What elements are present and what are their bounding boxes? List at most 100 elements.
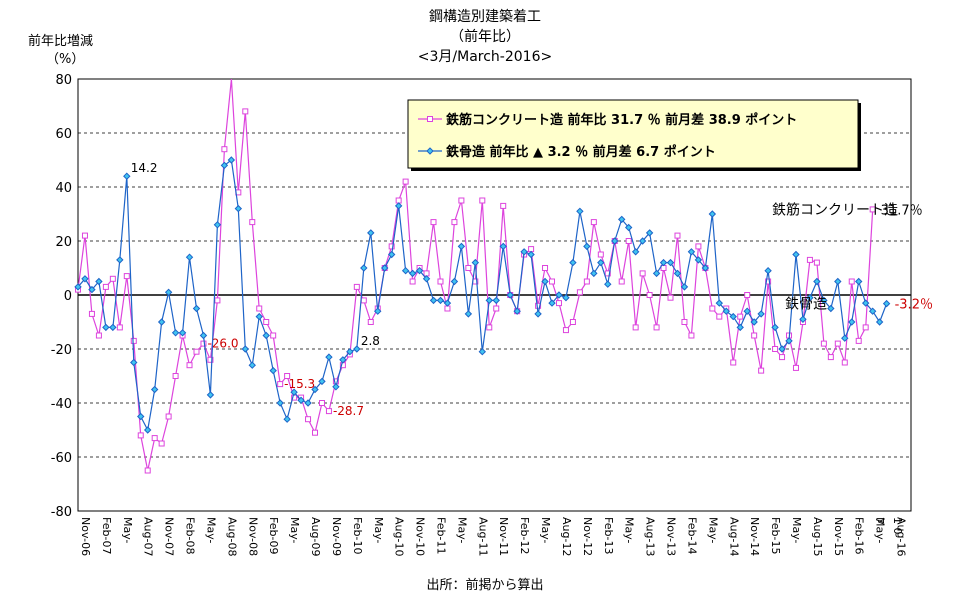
data-point: [81, 232, 88, 239]
data-point: [479, 197, 486, 204]
data-point: [360, 297, 367, 304]
series-steel: 14.2 2.8 -3.2％ 鉄骨造: [74, 156, 933, 434]
data-point: [688, 332, 695, 339]
data-point: [590, 269, 598, 278]
x-tick-label: May-: [874, 517, 887, 544]
data-point: [374, 307, 382, 315]
x-tick-label: Nov-11: [497, 517, 510, 556]
data-point: [757, 310, 765, 318]
data-point: [221, 146, 228, 153]
x-tick-label: Aug-07: [142, 517, 155, 556]
data-point: [548, 299, 556, 307]
data-point: [325, 408, 332, 415]
data-point: [715, 299, 724, 307]
data-point: [541, 277, 549, 286]
data-point: [318, 400, 325, 406]
x-tick-label: Aug-11: [476, 517, 489, 556]
x-tick-label: Feb-11: [435, 517, 448, 554]
data-point: [611, 237, 619, 245]
data-point: [409, 278, 416, 285]
data-point: [576, 207, 584, 216]
data-point: [394, 202, 403, 210]
data-point: [332, 383, 340, 391]
data-point: [207, 356, 214, 363]
data-point: [813, 259, 820, 266]
data-point: [785, 337, 793, 345]
data-point: [88, 310, 95, 317]
x-tick-label: May-: [539, 517, 552, 544]
x-tick-label: Feb-10: [351, 517, 364, 554]
data-point: [464, 310, 473, 318]
data-point: [743, 307, 751, 315]
data-point: [834, 340, 841, 347]
data-point: [262, 331, 270, 340]
data-point: [150, 385, 159, 394]
data-point: [130, 337, 137, 344]
data-label: 2.8: [361, 334, 380, 348]
data-point: [499, 242, 507, 251]
data-label: 14.2: [131, 161, 158, 175]
data-point: [632, 324, 639, 331]
data-point: [451, 219, 458, 226]
x-tick-label: Feb-09: [267, 517, 280, 554]
data-point: [861, 299, 870, 307]
data-point: [667, 294, 674, 301]
y-tick-label: 20: [55, 235, 72, 250]
data-point: [276, 399, 284, 407]
x-tick-label: Aug-09: [309, 517, 322, 556]
data-point: [457, 242, 466, 251]
data-point: [304, 399, 312, 407]
data-point: [199, 331, 208, 340]
y-tick-labels: -80 -60 -40 -20 0 20 40 60 80: [51, 73, 72, 520]
data-point: [305, 416, 312, 423]
data-point: [764, 266, 772, 275]
data-point: [227, 156, 236, 164]
x-tick-label: 7: [873, 517, 886, 524]
data-point: [820, 340, 827, 347]
data-point: [576, 289, 583, 296]
chart-title-line-3: <3月/March-2016>: [417, 49, 553, 65]
data-point: [555, 291, 563, 299]
data-point: [709, 305, 716, 312]
x-tick-label: Aug-08: [225, 517, 238, 556]
data-point: [645, 229, 654, 237]
data-point: [193, 348, 200, 355]
data-point: [290, 388, 298, 396]
data-point: [695, 243, 702, 250]
data-point: [562, 293, 570, 302]
data-point: [639, 270, 646, 277]
y-tick-label: -60: [51, 451, 72, 466]
data-point: [485, 296, 493, 305]
data-point: [74, 283, 82, 291]
data-point: [758, 367, 765, 374]
data-point: [486, 324, 493, 331]
x-tick-label: Aug-14: [727, 517, 740, 556]
data-point: [638, 237, 647, 245]
data-point: [157, 318, 166, 326]
data-point: [185, 253, 194, 261]
data-point: [422, 275, 431, 283]
data-point: [339, 356, 347, 364]
x-tick-label: Nov-08: [246, 517, 259, 556]
data-point: [95, 332, 102, 339]
y-tick-label: 40: [55, 181, 72, 196]
data-point: [875, 318, 884, 326]
data-point: [401, 266, 410, 275]
data-point: [493, 305, 500, 312]
data-point: [284, 373, 291, 379]
data-point: [81, 275, 89, 283]
data-point: [806, 256, 813, 263]
data-point: [882, 299, 891, 308]
data-point: [465, 265, 472, 271]
x-tick-label: May-: [288, 517, 301, 544]
data-point: [311, 385, 319, 394]
data-point: [500, 202, 507, 209]
data-point: [312, 429, 319, 436]
series-side-label: 鉄骨造: [785, 297, 827, 313]
data-point: [255, 312, 263, 321]
data-point: [249, 219, 256, 226]
legend-box: [407, 99, 859, 169]
x-tick-label: Feb-13: [602, 517, 615, 554]
data-point: [653, 324, 660, 331]
